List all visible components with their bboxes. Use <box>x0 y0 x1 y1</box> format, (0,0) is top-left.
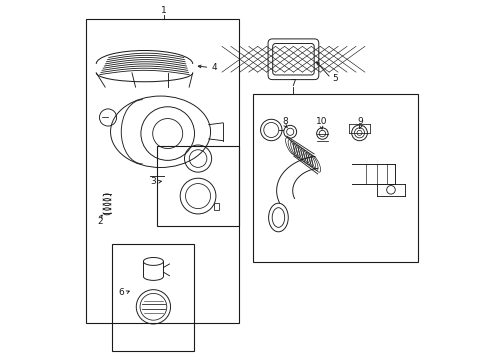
Bar <box>112 244 194 351</box>
Bar <box>253 94 417 262</box>
Text: 3: 3 <box>150 177 156 186</box>
Bar <box>157 146 239 226</box>
Text: 7: 7 <box>289 79 295 88</box>
Text: 9: 9 <box>357 117 363 126</box>
Text: 2: 2 <box>97 217 102 226</box>
Text: 5: 5 <box>332 74 338 83</box>
Text: 8: 8 <box>282 117 288 126</box>
Text: 1: 1 <box>161 6 167 15</box>
Text: 10: 10 <box>315 117 326 126</box>
Bar <box>213 203 218 210</box>
Text: 4: 4 <box>211 63 217 72</box>
Bar <box>85 19 239 323</box>
Text: 6: 6 <box>118 288 124 297</box>
